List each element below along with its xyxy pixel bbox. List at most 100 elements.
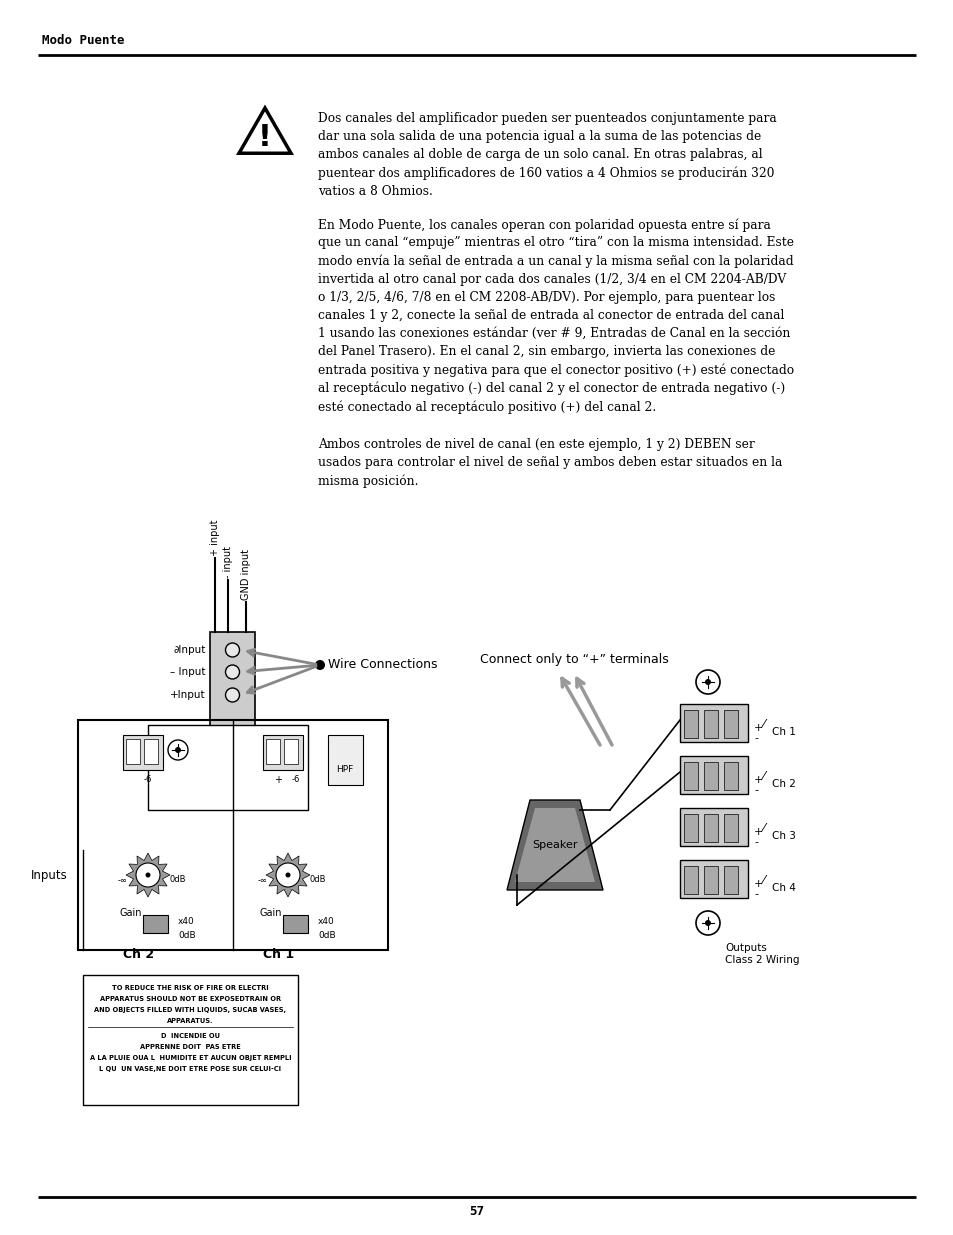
Text: Ch 4: Ch 4	[771, 883, 795, 893]
Circle shape	[174, 747, 181, 753]
Text: +: +	[753, 776, 762, 785]
Bar	[263, 735, 303, 769]
Text: +: +	[753, 879, 762, 889]
Text: ∂Input: ∂Input	[173, 645, 206, 655]
Text: Wire Connections: Wire Connections	[328, 658, 437, 672]
Text: Inputs: Inputs	[31, 868, 68, 882]
Text: En Modo Puente, los canales operan con polaridad opuesta entre sí para: En Modo Puente, los canales operan con p…	[317, 219, 770, 231]
Text: -6: -6	[292, 776, 300, 784]
Polygon shape	[126, 853, 170, 897]
Text: que un canal “empuje” mientras el otro “tira” con la misma intensidad. Este: que un canal “empuje” mientras el otro “…	[317, 236, 793, 249]
Text: ⁄: ⁄	[761, 874, 763, 888]
Text: Gain: Gain	[260, 908, 282, 918]
Text: esté conectado al receptáculo positivo (+) del canal 2.: esté conectado al receptáculo positivo (…	[317, 400, 656, 414]
Text: +: +	[753, 827, 762, 837]
Bar	[679, 704, 747, 742]
Text: Ch 2: Ch 2	[771, 779, 795, 789]
Text: ⁄: ⁄	[761, 719, 763, 731]
Bar	[703, 710, 718, 739]
Circle shape	[275, 863, 299, 887]
Polygon shape	[266, 853, 310, 897]
Text: +: +	[753, 722, 762, 734]
Text: ⁄: ⁄	[761, 823, 763, 836]
Text: Dos canales del amplificador pueden ser puenteados conjuntamente para: Dos canales del amplificador pueden ser …	[317, 112, 776, 125]
Text: Ch 3: Ch 3	[771, 831, 795, 841]
Bar	[723, 762, 738, 790]
Text: 0dB: 0dB	[310, 876, 326, 884]
Text: TO REDUCE THE RISK OF FIRE OR ELECTRI: TO REDUCE THE RISK OF FIRE OR ELECTRI	[112, 986, 269, 990]
Circle shape	[136, 863, 160, 887]
Text: APPRENNE DOIT  PAS ETRE: APPRENNE DOIT PAS ETRE	[140, 1044, 240, 1050]
Text: usados para controlar el nivel de señal y ambos deben estar situados en la: usados para controlar el nivel de señal …	[317, 456, 781, 469]
Text: Gain: Gain	[120, 908, 142, 918]
Circle shape	[285, 872, 291, 878]
Bar	[679, 756, 747, 794]
Circle shape	[225, 643, 239, 657]
Text: dar una sola salida de una potencia igual a la suma de las potencias de: dar una sola salida de una potencia igua…	[317, 130, 760, 143]
Text: + input: + input	[210, 520, 220, 556]
Text: puentear dos amplificadores de 160 vatios a 4 Ohmios se producirán 320: puentear dos amplificadores de 160 vatio…	[317, 167, 774, 180]
Text: 1 usando las conexiones estándar (ver # 9, Entradas de Canal en la sección: 1 usando las conexiones estándar (ver # …	[317, 327, 789, 340]
Bar	[683, 866, 698, 894]
Bar	[148, 725, 308, 810]
Text: -: -	[753, 889, 758, 899]
Bar	[78, 720, 388, 950]
Text: Ch 2: Ch 2	[123, 948, 154, 962]
Circle shape	[146, 872, 151, 878]
Text: -: -	[753, 734, 758, 743]
Text: -∞: -∞	[257, 876, 268, 884]
Text: -: -	[753, 837, 758, 847]
Text: Outputs
Class 2 Wiring: Outputs Class 2 Wiring	[724, 944, 799, 965]
Text: Ch 1: Ch 1	[771, 727, 795, 737]
Text: 0dB: 0dB	[178, 930, 195, 940]
Circle shape	[225, 664, 239, 679]
Bar	[83, 974, 297, 1105]
Circle shape	[704, 679, 710, 685]
Text: APPARATUS.: APPARATUS.	[167, 1018, 213, 1024]
Text: +Input: +Input	[171, 690, 206, 700]
Text: 0dB: 0dB	[170, 876, 186, 884]
Bar	[284, 739, 297, 764]
Bar	[679, 860, 747, 898]
Text: GND input: GND input	[241, 550, 251, 600]
Text: Modo Puente: Modo Puente	[42, 35, 125, 47]
Text: – Input: – Input	[171, 667, 206, 677]
Bar	[723, 710, 738, 739]
Circle shape	[225, 688, 239, 701]
Bar	[210, 632, 254, 732]
Text: 0dB: 0dB	[317, 930, 335, 940]
Bar	[683, 762, 698, 790]
Text: ambos canales al doble de carga de un solo canal. En otras palabras, al: ambos canales al doble de carga de un so…	[317, 148, 761, 162]
Bar	[703, 866, 718, 894]
Text: o 1/3, 2/5, 4/6, 7/8 en el CM 2208-AB/DV). Por ejemplo, para puentear los: o 1/3, 2/5, 4/6, 7/8 en el CM 2208-AB/DV…	[317, 290, 775, 304]
Text: -: -	[753, 785, 758, 795]
Text: -6: -6	[144, 776, 152, 784]
Text: APPARATUS SHOULD NOT BE EXPOSEDTRAIN OR: APPARATUS SHOULD NOT BE EXPOSEDTRAIN OR	[100, 995, 281, 1002]
Text: L QU  UN VASE,NE DOIT ETRE POSE SUR CELUI-CI: L QU UN VASE,NE DOIT ETRE POSE SUR CELUI…	[99, 1066, 281, 1072]
Circle shape	[704, 920, 710, 926]
Text: - input: - input	[223, 546, 233, 578]
Text: misma posición.: misma posición.	[317, 474, 418, 488]
Bar	[283, 915, 308, 932]
Text: modo envía la señal de entrada a un canal y la misma señal con la polaridad: modo envía la señal de entrada a un cana…	[317, 254, 793, 268]
Text: al receptáculo negativo (-) del canal 2 y el conector de entrada negativo (-): al receptáculo negativo (-) del canal 2 …	[317, 382, 784, 395]
Polygon shape	[506, 800, 602, 890]
Text: !: !	[258, 122, 272, 152]
Bar	[126, 739, 140, 764]
Text: Speaker: Speaker	[532, 840, 578, 850]
Text: -∞: -∞	[118, 876, 128, 884]
Text: x40: x40	[317, 918, 335, 926]
Text: Ch 1: Ch 1	[263, 948, 294, 962]
Text: entrada positiva y negativa para que el conector positivo (+) esté conectado: entrada positiva y negativa para que el …	[317, 363, 793, 377]
Text: HPF: HPF	[336, 766, 354, 774]
Text: Connect only to “+” terminals: Connect only to “+” terminals	[479, 653, 668, 667]
Circle shape	[314, 659, 325, 671]
Polygon shape	[515, 808, 595, 882]
Bar	[723, 814, 738, 842]
Bar	[328, 735, 363, 785]
Text: Ambos controles de nivel de canal (en este ejemplo, 1 y 2) DEBEN ser: Ambos controles de nivel de canal (en es…	[317, 438, 754, 451]
Bar	[683, 814, 698, 842]
Text: invertida al otro canal por cada dos canales (1/2, 3/4 en el CM 2204-AB/DV: invertida al otro canal por cada dos can…	[317, 273, 785, 285]
Bar	[266, 739, 280, 764]
Text: canales 1 y 2, conecte la señal de entrada al conector de entrada del canal: canales 1 y 2, conecte la señal de entra…	[317, 309, 783, 322]
